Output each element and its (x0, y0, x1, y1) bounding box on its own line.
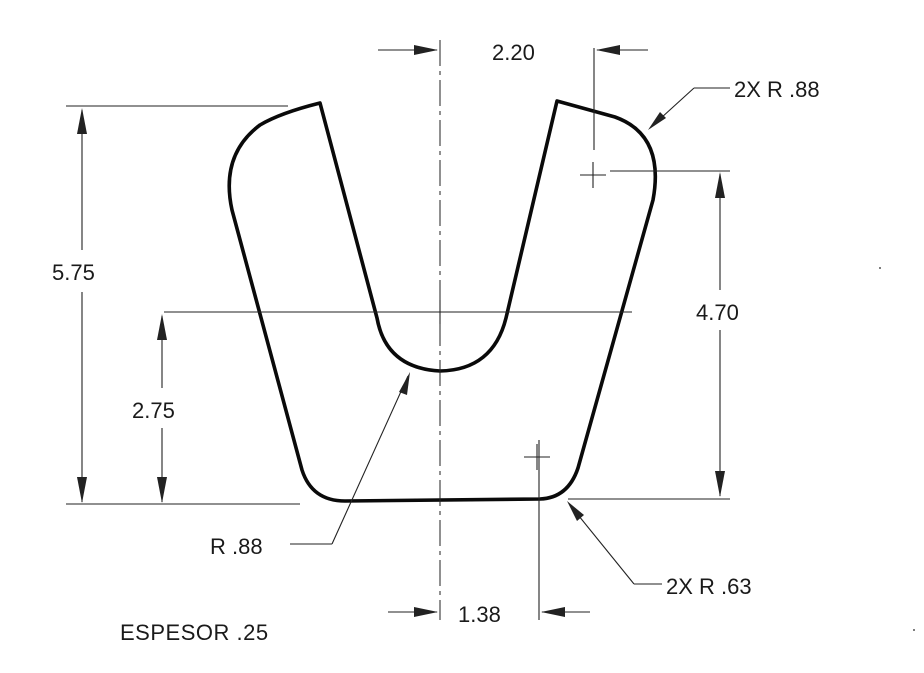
scan-speck (879, 267, 881, 269)
scan-speck (913, 629, 915, 631)
center-lines (66, 40, 730, 620)
dimension-bottom-radius-label: 2X R .63 (666, 574, 752, 599)
dimension-corner-radius-top-label: 2X R .88 (734, 77, 820, 102)
dimension-overall-height: 5.75 (52, 108, 95, 503)
dimension-corner-radius-top: 2X R .88 (648, 77, 820, 130)
center-marks (428, 162, 606, 470)
dimension-slot-center-height: 2.75 (132, 314, 175, 503)
thickness-note: ESPESOR .25 (120, 620, 269, 645)
dimension-slot-radius: R .88 (210, 372, 410, 559)
dimension-bottom-offset: 1.38 (388, 602, 590, 627)
dimension-overall-height-label: 5.75 (52, 260, 95, 285)
dimension-slot-center-height-label: 2.75 (132, 398, 175, 423)
dimension-right-height-label: 4.70 (696, 300, 739, 325)
part-outline (227, 99, 658, 503)
dimension-top-width-label: 2.20 (492, 40, 535, 65)
dimension-bottom-radius: 2X R .63 (567, 501, 752, 599)
dimension-bottom-offset-label: 1.38 (458, 602, 501, 627)
dimension-right-height: 4.70 (696, 172, 739, 497)
dimension-slot-radius-label: R .88 (210, 534, 263, 559)
dimension-top-width: 2.20 (378, 40, 648, 65)
